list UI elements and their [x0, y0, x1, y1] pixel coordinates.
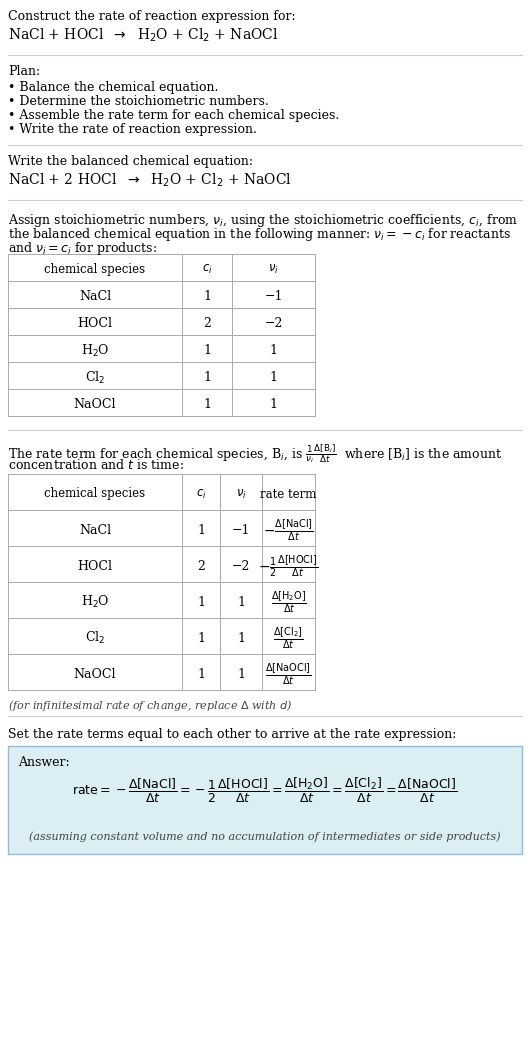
Text: The rate term for each chemical species, B$_i$, is $\frac{1}{\nu_i}\frac{\Delta[: The rate term for each chemical species,…: [8, 442, 502, 465]
Text: chemical species: chemical species: [45, 263, 146, 276]
Text: 1: 1: [203, 398, 211, 411]
Bar: [8, 474, 315, 690]
Text: Construct the rate of reaction expression for:: Construct the rate of reaction expressio…: [8, 10, 296, 23]
Text: 1: 1: [237, 668, 245, 680]
Text: $-\frac{1}{2}\frac{\Delta[\mathrm{HOCl}]}{\Delta t}$: $-\frac{1}{2}\frac{\Delta[\mathrm{HOCl}]…: [259, 553, 319, 579]
Text: 2: 2: [197, 560, 205, 572]
Text: $c_i$: $c_i$: [196, 488, 206, 500]
Text: HOCl: HOCl: [77, 317, 112, 330]
Text: NaCl: NaCl: [79, 290, 111, 303]
Text: 1: 1: [237, 631, 245, 645]
Text: (for infinitesimal rate of change, replace $\Delta$ with $d$): (for infinitesimal rate of change, repla…: [8, 698, 293, 713]
Text: Assign stoichiometric numbers, $\nu_i$, using the stoichiometric coefficients, $: Assign stoichiometric numbers, $\nu_i$, …: [8, 212, 518, 229]
Text: Cl$_2$: Cl$_2$: [85, 630, 105, 646]
Text: $\frac{\Delta[\mathrm{Cl_2}]}{\Delta t}$: $\frac{\Delta[\mathrm{Cl_2}]}{\Delta t}$: [273, 625, 304, 651]
Text: Plan:: Plan:: [8, 65, 40, 78]
Text: • Balance the chemical equation.: • Balance the chemical equation.: [8, 81, 218, 94]
Text: $\nu_i$: $\nu_i$: [268, 263, 279, 276]
Text: Set the rate terms equal to each other to arrive at the rate expression:: Set the rate terms equal to each other t…: [8, 728, 456, 741]
Text: 1: 1: [197, 668, 205, 680]
Text: Write the balanced chemical equation:: Write the balanced chemical equation:: [8, 155, 253, 168]
Text: Answer:: Answer:: [18, 756, 69, 769]
Bar: [8, 746, 522, 854]
Text: • Determine the stoichiometric numbers.: • Determine the stoichiometric numbers.: [8, 95, 269, 108]
Text: 1: 1: [197, 595, 205, 609]
Text: Cl$_2$: Cl$_2$: [85, 370, 105, 386]
Text: HOCl: HOCl: [77, 560, 112, 572]
Text: $\mathrm{rate} = -\dfrac{\Delta[\mathrm{NaCl}]}{\Delta t} = -\dfrac{1}{2}\dfrac{: $\mathrm{rate} = -\dfrac{\Delta[\mathrm{…: [73, 776, 457, 805]
Text: H$_2$O: H$_2$O: [81, 343, 109, 358]
Text: 1: 1: [269, 371, 278, 384]
Text: rate term: rate term: [260, 488, 317, 500]
Text: chemical species: chemical species: [45, 488, 146, 500]
Text: H$_2$O: H$_2$O: [81, 594, 109, 610]
Text: NaOCl: NaOCl: [74, 668, 116, 680]
Text: $c_i$: $c_i$: [201, 263, 213, 276]
Text: $\nu_i$: $\nu_i$: [236, 488, 246, 500]
Text: $\frac{\Delta[\mathrm{H_2O}]}{\Delta t}$: $\frac{\Delta[\mathrm{H_2O}]}{\Delta t}$: [270, 589, 306, 615]
Text: 1: 1: [203, 371, 211, 384]
Text: $-\frac{\Delta[\mathrm{NaCl}]}{\Delta t}$: $-\frac{\Delta[\mathrm{NaCl}]}{\Delta t}…: [263, 517, 314, 543]
Text: −2: −2: [264, 317, 282, 330]
Text: −1: −1: [264, 290, 282, 303]
Text: NaCl: NaCl: [79, 523, 111, 537]
Text: 1: 1: [203, 344, 211, 357]
Text: 1: 1: [237, 595, 245, 609]
Text: concentration and $t$ is time:: concentration and $t$ is time:: [8, 458, 184, 472]
Text: • Write the rate of reaction expression.: • Write the rate of reaction expression.: [8, 123, 257, 137]
Text: −1: −1: [232, 523, 250, 537]
Text: 1: 1: [197, 631, 205, 645]
Text: NaOCl: NaOCl: [74, 398, 116, 411]
Text: NaCl + 2 HOCl  $\rightarrow$  H$_2$O + Cl$_2$ + NaOCl: NaCl + 2 HOCl $\rightarrow$ H$_2$O + Cl$…: [8, 172, 292, 190]
Text: • Assemble the rate term for each chemical species.: • Assemble the rate term for each chemic…: [8, 109, 339, 122]
Bar: [8, 254, 315, 416]
Text: 1: 1: [269, 344, 278, 357]
Text: $\frac{\Delta[\mathrm{NaOCl}]}{\Delta t}$: $\frac{\Delta[\mathrm{NaOCl}]}{\Delta t}…: [265, 661, 312, 687]
Text: 1: 1: [269, 398, 278, 411]
Text: (assuming constant volume and no accumulation of intermediates or side products): (assuming constant volume and no accumul…: [29, 832, 501, 842]
Text: −2: −2: [232, 560, 250, 572]
Text: and $\nu_i = c_i$ for products:: and $\nu_i = c_i$ for products:: [8, 240, 157, 257]
Text: 1: 1: [197, 523, 205, 537]
Text: the balanced chemical equation in the following manner: $\nu_i = -c_i$ for react: the balanced chemical equation in the fo…: [8, 226, 511, 243]
Text: 2: 2: [203, 317, 211, 330]
Text: NaCl + HOCl  $\rightarrow$  H$_2$O + Cl$_2$ + NaOCl: NaCl + HOCl $\rightarrow$ H$_2$O + Cl$_2…: [8, 27, 278, 45]
Text: 1: 1: [203, 290, 211, 303]
